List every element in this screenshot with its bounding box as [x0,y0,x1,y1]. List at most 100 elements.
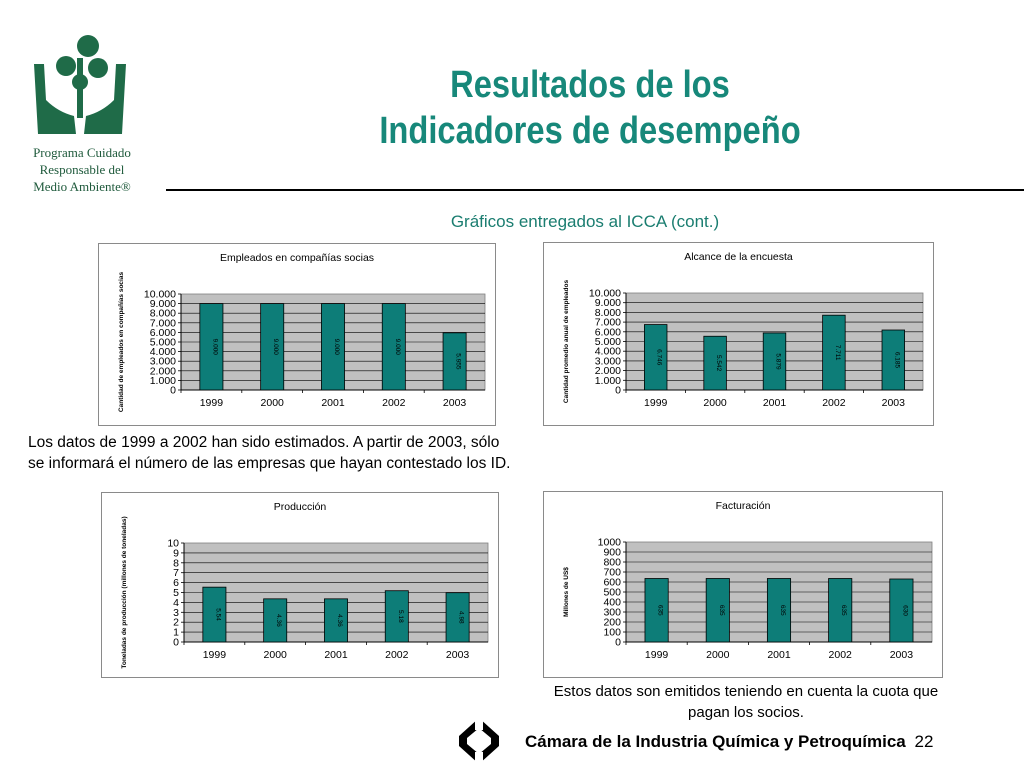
bar-value-label: 5.879 [775,353,782,370]
chamber-logo-icon [459,716,499,766]
bar [324,598,348,643]
y-tick-label: 4.000 [595,346,621,358]
chart-produccion: Producción 0 1 2 3 4 5 6 7 8 9 10 Toneladas de produ… [101,492,499,678]
bar [263,598,288,643]
x-tick-label: 2003 [882,397,906,409]
bar [442,332,467,391]
y-axis-label: Millones de US$ [563,567,570,617]
bar-value-label: 9.000 [211,339,218,356]
bar [762,332,787,391]
chart-empleados-svg: Empleados en compañías socias 01.0002.000… [118,252,486,413]
bar-value-label: 4.98 [458,611,465,624]
y-tick-label: 7.000 [595,317,621,329]
chart-title: Facturación [716,500,771,512]
y-tick-label: 4.000 [150,346,176,358]
y-tick-label: 5 [173,587,179,599]
y-tick-label: 10.000 [589,288,621,300]
footer: Cámara de la Industria Química y Petroqu… [525,732,933,752]
y-axis-label: Cantidad promedio anual de empleados [563,280,570,404]
bar-value-label: 635 [779,605,786,616]
x-tick-label: 2003 [446,649,470,661]
bar [889,578,914,643]
x-tick-label: 2000 [261,397,285,409]
bar [705,578,730,643]
bar-value-label: 9.000 [394,339,401,356]
page-title: Resultados de los Indicadores de desempe… [341,62,840,154]
y-tick-label: 8 [173,557,179,569]
y-tick-label: 7 [173,567,179,579]
bar-value-label: 5.54 [214,608,221,621]
y-tick-label: 200 [603,617,621,629]
y-tick-label: 8.000 [595,307,621,319]
chart-alcance-svg: Alcance de la encuesta 01.0002.0003.0004.… [563,251,924,409]
y-tick-label: 700 [603,567,621,579]
note-billing: Estos datos son emitidos teniendo en cue… [553,683,939,721]
bar [881,329,905,391]
y-tick-label: 600 [603,577,621,589]
y-tick-label: 900 [603,547,621,559]
y-tick-label: 5.000 [595,336,621,348]
bar-value-label: 635 [657,605,664,616]
y-tick-label: 800 [603,557,621,569]
y-tick-label: 300 [603,607,621,619]
header-divider [166,189,1024,191]
y-tick-label: 9.000 [595,297,621,309]
x-tick-label: 2001 [767,649,791,661]
bar-value-label: 6.746 [656,349,663,366]
note-estimated-data: Los datos de 1999 a 2002 han sido estima… [28,434,511,472]
y-tick-label: 0 [170,385,176,397]
bar [202,586,227,643]
y-tick-label: 10 [167,538,179,550]
x-tick-label: 2001 [324,649,348,661]
y-tick-label: 1.000 [150,375,176,387]
y-tick-label: 3.000 [150,356,176,368]
bar [384,590,409,643]
y-tick-label: 7.000 [150,317,176,329]
y-tick-label: 5.000 [150,337,176,349]
y-tick-label: 100 [603,627,621,639]
bar-value-label: 635 [840,605,847,616]
y-axis-label: Toneladas de producción (millones de ton… [121,516,128,668]
x-tick-label: 1999 [200,397,224,409]
chart-facturacion: Facturación 0 100 200 300 400 500 600 700 800 900 1… [543,491,943,678]
footer-organization: Cámara de la Industria Química y Petroqu… [525,732,906,751]
y-tick-label: 8.000 [150,308,176,320]
y-tick-label: 10.000 [144,289,176,301]
page-number: 22 [914,732,934,751]
y-tick-label: 2.000 [595,365,621,377]
x-tick-label: 2000 [264,649,288,661]
bar [766,578,792,643]
y-tick-label: 400 [603,597,621,609]
bar-value-label: 4.36 [275,614,282,627]
bar-value-label: 5.955 [455,353,462,370]
x-tick-label: 1999 [645,649,669,661]
chart-alcance: Alcance de la encuesta 0 1.000 2.000 3.000 4.… [543,242,934,426]
bar [260,303,285,391]
x-tick-label: 2003 [443,397,467,409]
y-tick-label: 3.000 [595,355,621,367]
bar-value-label: 6.185 [893,352,900,369]
x-tick-label: 2001 [321,397,345,409]
bar [445,592,470,643]
bar [703,335,727,391]
bar [828,578,853,643]
bar-value-label: 9.000 [272,339,279,356]
bar-value-label: 4.36 [336,614,343,627]
y-tick-label: 9.000 [150,298,176,310]
y-tick-label: 2.000 [150,365,176,377]
y-tick-label: 6.000 [150,327,176,339]
chart-empleados: Empleados en compañías socias 0 1.000 2.000… [98,243,496,426]
y-axis-label: Cantidad de empleados en compañías socia… [118,272,125,413]
y-tick-label: 4 [173,597,179,609]
y-tick-label: 6.000 [595,326,621,338]
y-tick-label: 0 [615,637,621,649]
y-tick-label: 9 [173,547,179,559]
bar [321,303,345,391]
y-tick-label: 2 [173,617,179,629]
title-line: Indicadores de desempeño [379,110,801,152]
x-tick-label: 1999 [644,397,668,409]
y-tick-label: 500 [603,587,621,599]
y-tick-label: 0 [173,637,179,649]
